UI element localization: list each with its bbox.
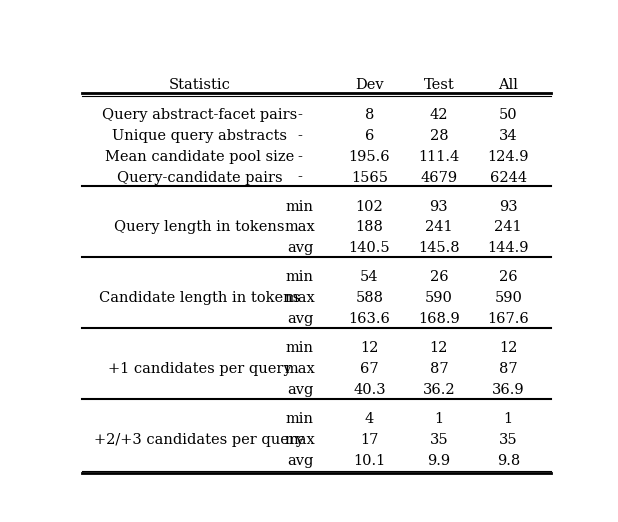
Text: 12: 12: [430, 341, 448, 355]
Text: 17: 17: [360, 433, 379, 447]
Text: 26: 26: [430, 270, 448, 284]
Text: 4: 4: [365, 412, 374, 426]
Text: 87: 87: [430, 362, 448, 376]
Text: 36.2: 36.2: [423, 383, 455, 397]
Text: 111.4: 111.4: [418, 150, 459, 164]
Text: 26: 26: [499, 270, 518, 284]
Text: 1: 1: [434, 412, 444, 426]
Text: Query abstract-facet pairs: Query abstract-facet pairs: [102, 108, 297, 122]
Text: 36.9: 36.9: [492, 383, 525, 397]
Text: 6244: 6244: [489, 171, 527, 185]
Text: 167.6: 167.6: [488, 312, 529, 326]
Text: avg: avg: [287, 383, 313, 397]
Text: min: min: [286, 341, 314, 355]
Text: +2/+3 candidates per query: +2/+3 candidates per query: [95, 433, 305, 447]
Text: All: All: [498, 78, 519, 92]
Text: 93: 93: [430, 199, 448, 213]
Text: 163.6: 163.6: [349, 312, 391, 326]
Text: 8: 8: [365, 108, 374, 122]
Text: 590: 590: [494, 291, 522, 305]
Text: max: max: [284, 362, 315, 376]
Text: 1565: 1565: [351, 171, 388, 185]
Text: avg: avg: [287, 312, 313, 326]
Text: 241: 241: [425, 220, 452, 234]
Text: 93: 93: [499, 199, 518, 213]
Text: +1 candidates per query: +1 candidates per query: [108, 362, 291, 376]
Text: min: min: [286, 199, 314, 213]
Text: 50: 50: [499, 108, 518, 122]
Text: 145.8: 145.8: [418, 241, 460, 255]
Text: Mean candidate pool size: Mean candidate pool size: [105, 150, 294, 164]
Text: 195.6: 195.6: [349, 150, 390, 164]
Text: 40.3: 40.3: [353, 383, 386, 397]
Text: 34: 34: [499, 129, 518, 143]
Text: avg: avg: [287, 241, 313, 255]
Text: min: min: [286, 412, 314, 426]
Text: 12: 12: [360, 341, 379, 355]
Text: 54: 54: [360, 270, 379, 284]
Text: 188: 188: [355, 220, 383, 234]
Text: 9.8: 9.8: [497, 454, 520, 468]
Text: 102: 102: [355, 199, 383, 213]
Text: 87: 87: [499, 362, 518, 376]
Text: 35: 35: [499, 433, 518, 447]
Text: -: -: [297, 150, 302, 164]
Text: 590: 590: [425, 291, 453, 305]
Text: 168.9: 168.9: [418, 312, 460, 326]
Text: 140.5: 140.5: [349, 241, 390, 255]
Text: 9.9: 9.9: [427, 454, 451, 468]
Text: 588: 588: [355, 291, 383, 305]
Text: 28: 28: [430, 129, 448, 143]
Text: 4679: 4679: [420, 171, 457, 185]
Text: 1: 1: [504, 412, 513, 426]
Text: Dev: Dev: [355, 78, 384, 92]
Text: -: -: [297, 171, 302, 185]
Text: 10.1: 10.1: [353, 454, 386, 468]
Text: Query length in tokens: Query length in tokens: [114, 220, 285, 234]
Text: Statistic: Statistic: [169, 78, 231, 92]
Text: 124.9: 124.9: [488, 150, 529, 164]
Text: -: -: [297, 108, 302, 122]
Text: -: -: [297, 129, 302, 143]
Text: Unique query abstracts: Unique query abstracts: [112, 129, 287, 143]
Text: 6: 6: [365, 129, 374, 143]
Text: 12: 12: [499, 341, 517, 355]
Text: 144.9: 144.9: [488, 241, 529, 255]
Text: 42: 42: [430, 108, 448, 122]
Text: 35: 35: [430, 433, 448, 447]
Text: Test: Test: [423, 78, 454, 92]
Text: Query-candidate pairs: Query-candidate pairs: [117, 171, 282, 185]
Text: max: max: [284, 291, 315, 305]
Text: min: min: [286, 270, 314, 284]
Text: 67: 67: [360, 362, 379, 376]
Text: max: max: [284, 220, 315, 234]
Text: Candidate length in tokens: Candidate length in tokens: [99, 291, 300, 305]
Text: max: max: [284, 433, 315, 447]
Text: avg: avg: [287, 454, 313, 468]
Text: 241: 241: [494, 220, 522, 234]
